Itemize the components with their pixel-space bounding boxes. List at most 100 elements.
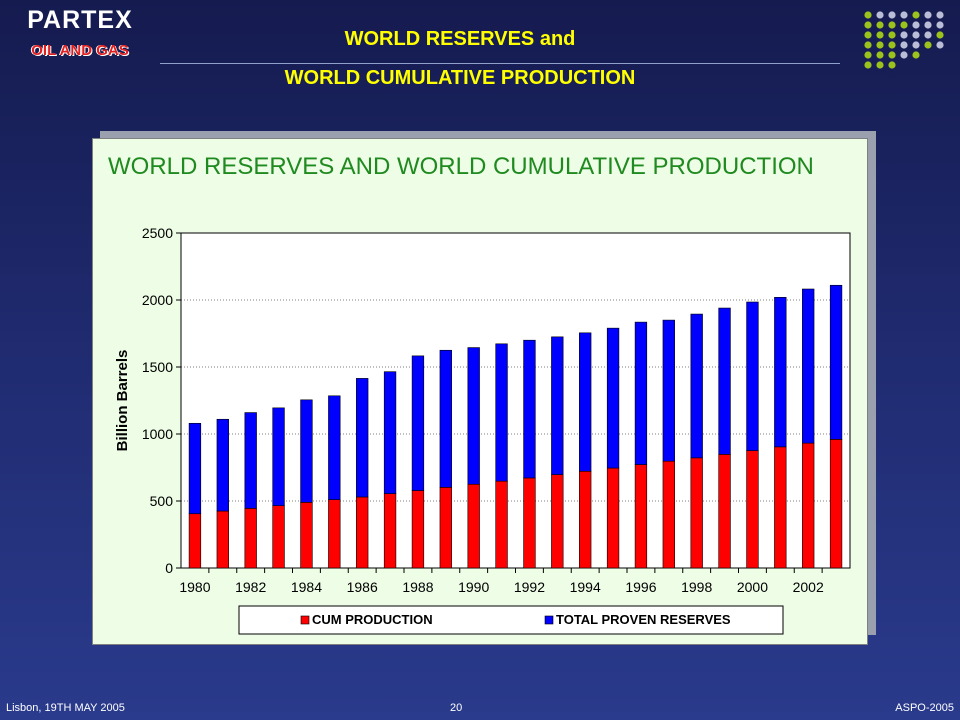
bar-cum-production xyxy=(690,457,703,569)
bar-total-reserves xyxy=(579,332,592,472)
bar-total-reserves xyxy=(829,284,843,440)
chart-title: WORLD RESERVES AND WORLD CUMULATIVE PROD… xyxy=(108,153,814,180)
bar-cum-production xyxy=(244,508,257,569)
bar-total-reserves xyxy=(662,319,675,462)
bar-cum-production xyxy=(523,477,536,569)
x-tick-label: 1996 xyxy=(625,579,656,595)
slide-title-line1: WORLD RESERVES and xyxy=(344,28,576,50)
bar-total-reserves xyxy=(551,336,564,475)
title-divider xyxy=(160,63,840,64)
logo-dot xyxy=(864,61,872,69)
bar-cum-production xyxy=(829,439,843,569)
bar-cum-production xyxy=(495,480,508,569)
y-tick-label: 500 xyxy=(150,493,174,509)
plot-area xyxy=(180,232,851,569)
bar-cum-production xyxy=(216,510,229,569)
x-tick-label: 1990 xyxy=(458,579,489,595)
logo-dot xyxy=(912,21,920,29)
logo-dot xyxy=(912,31,920,39)
bar-cum-production xyxy=(300,502,313,569)
bar-total-reserves xyxy=(356,378,369,498)
bar-cum-production xyxy=(718,454,731,569)
logo-dot xyxy=(900,51,908,59)
logo-subtitle: OIL AND GAS xyxy=(31,42,129,59)
logo-dot xyxy=(900,41,908,49)
bar-cum-production xyxy=(467,483,480,569)
slide-title-line2: WORLD CUMULATIVE PRODUCTION xyxy=(284,67,636,89)
y-tick-label: 1500 xyxy=(142,359,173,375)
bar-total-reserves xyxy=(328,395,341,500)
bar-cum-production xyxy=(411,490,425,569)
logo-dot xyxy=(936,21,944,29)
bar-cum-production xyxy=(383,493,397,569)
bar-cum-production xyxy=(634,464,648,569)
logo-dot xyxy=(888,11,896,19)
bar-cum-production xyxy=(272,505,285,569)
logo-dot xyxy=(924,11,932,19)
x-tick-label: 1982 xyxy=(235,579,266,595)
bar-cum-production xyxy=(746,450,759,569)
bar-total-reserves xyxy=(439,349,452,488)
legend-label-cum-production: CUM PRODUCTION xyxy=(312,612,433,627)
bar-cum-production xyxy=(328,499,341,569)
bar-total-reserves xyxy=(774,297,787,448)
logo-dot xyxy=(864,21,872,29)
bar-total-reserves xyxy=(634,321,648,465)
bar-total-reserves xyxy=(383,371,397,494)
logo-dot xyxy=(876,51,884,59)
logo-dot xyxy=(912,11,920,19)
logo-dot xyxy=(876,21,884,29)
bar-total-reserves xyxy=(690,313,703,459)
legend-label-total-reserves: TOTAL PROVEN RESERVES xyxy=(556,612,731,627)
bar-total-reserves xyxy=(272,407,285,506)
logo-dot xyxy=(876,11,884,19)
logo-dot xyxy=(924,41,932,49)
logo-dot xyxy=(936,31,944,39)
bar-total-reserves xyxy=(802,288,815,444)
bar-total-reserves xyxy=(746,301,759,451)
bar-cum-production xyxy=(662,460,675,569)
y-tick-label: 2000 xyxy=(142,292,173,308)
logo-dot xyxy=(936,41,944,49)
logo-dot xyxy=(888,31,896,39)
bar-total-reserves xyxy=(523,339,536,479)
bar-cum-production xyxy=(439,487,452,569)
logo-dot xyxy=(864,51,872,59)
x-tick-label: 1992 xyxy=(514,579,545,595)
footer-location-date: Lisbon, 19TH MAY 2005 xyxy=(6,702,125,714)
y-axis-label: Billion Barrels xyxy=(114,350,131,452)
bar-cum-production xyxy=(188,513,202,569)
bar-total-reserves xyxy=(244,412,257,509)
bar-total-reserves xyxy=(411,355,425,491)
x-tick-label: 1994 xyxy=(570,579,601,595)
x-tick-label: 1984 xyxy=(291,579,322,595)
bar-cum-production xyxy=(579,470,592,569)
logo-dot xyxy=(888,21,896,29)
logo-dot xyxy=(888,41,896,49)
x-tick-label: 2000 xyxy=(737,579,768,595)
logo-dot xyxy=(900,31,908,39)
logo-partex: PARTEX xyxy=(27,6,133,34)
bar-cum-production xyxy=(774,446,787,569)
x-tick-label: 1998 xyxy=(681,579,712,595)
x-tick-label: 1988 xyxy=(402,579,433,595)
x-tick-label: 2002 xyxy=(793,579,824,595)
legend-swatch-total-reserves xyxy=(544,615,554,625)
y-tick-label: 0 xyxy=(165,560,173,576)
bar-cum-production xyxy=(802,442,815,569)
bar-cum-production xyxy=(551,474,564,569)
bar-total-reserves xyxy=(606,327,620,469)
logo-dot xyxy=(924,21,932,29)
footer-page-number: 20 xyxy=(450,702,463,714)
bar-total-reserves xyxy=(467,347,480,485)
legend-box xyxy=(238,605,784,635)
logo-dot xyxy=(924,31,932,39)
stacked-bar-chart: 0 500 1000 1500 2000 2500 Billion Barrels 1980 1… xyxy=(114,225,851,635)
x-tick-label: 1986 xyxy=(347,579,378,595)
logo-dot xyxy=(888,61,896,69)
logo-dot xyxy=(864,11,872,19)
bar-cum-production xyxy=(356,496,369,569)
decorative-dot-grid-icon xyxy=(864,11,944,69)
logo-dot xyxy=(876,41,884,49)
bar-total-reserves xyxy=(718,307,731,455)
